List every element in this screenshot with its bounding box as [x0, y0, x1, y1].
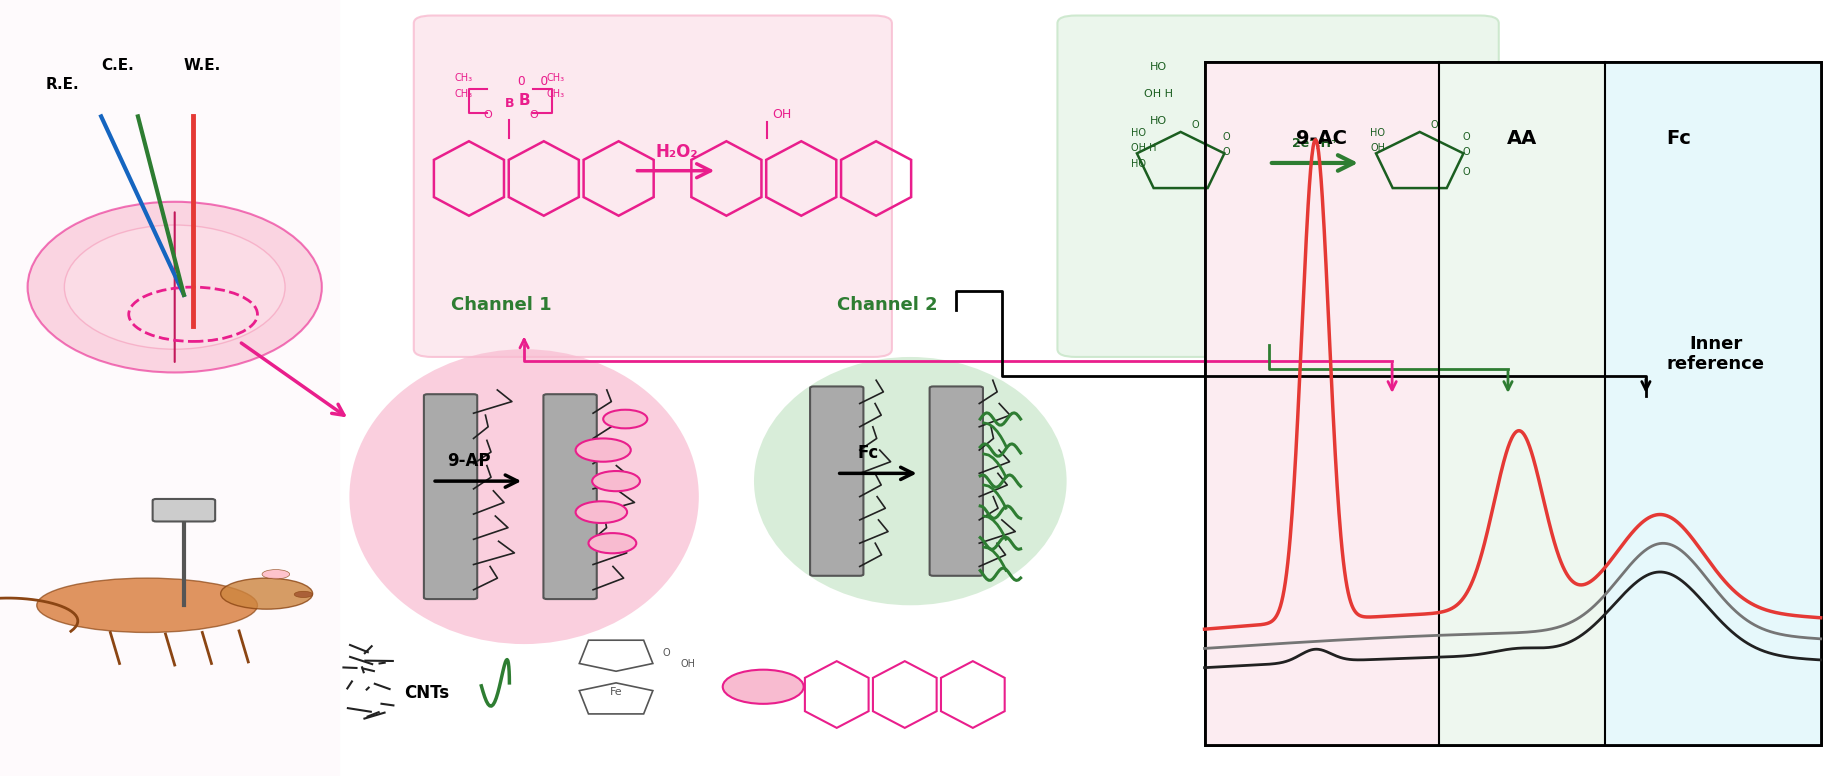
- Text: C.E.: C.E.: [101, 58, 134, 73]
- FancyBboxPatch shape: [153, 499, 215, 521]
- FancyBboxPatch shape: [1438, 62, 1605, 745]
- Ellipse shape: [294, 591, 313, 598]
- Text: OH H: OH H: [1131, 144, 1157, 154]
- Text: 2e⁻,H⁺: 2e⁻,H⁺: [1293, 137, 1337, 151]
- FancyBboxPatch shape: [1057, 16, 1499, 357]
- Text: O: O: [1462, 132, 1469, 142]
- Text: OH: OH: [680, 660, 695, 670]
- Text: 9-AP: 9-AP: [447, 452, 491, 469]
- Text: O: O: [1431, 120, 1438, 130]
- Ellipse shape: [28, 202, 322, 372]
- Text: O: O: [1192, 120, 1199, 130]
- Text: O: O: [1462, 147, 1469, 158]
- FancyBboxPatch shape: [414, 16, 892, 357]
- Text: O: O: [1223, 147, 1230, 158]
- Circle shape: [576, 501, 627, 523]
- Text: O: O: [662, 648, 669, 658]
- Ellipse shape: [261, 570, 289, 579]
- FancyBboxPatch shape: [0, 0, 340, 776]
- Text: HO: HO: [1149, 116, 1168, 126]
- FancyBboxPatch shape: [423, 394, 478, 599]
- FancyBboxPatch shape: [1605, 62, 1821, 745]
- Text: Fc: Fc: [857, 444, 879, 462]
- Text: CH₃: CH₃: [454, 89, 473, 99]
- Text: B: B: [504, 97, 515, 110]
- Text: HO: HO: [1370, 128, 1385, 138]
- Ellipse shape: [754, 357, 1067, 605]
- Circle shape: [588, 533, 636, 553]
- Circle shape: [723, 670, 804, 704]
- Text: H₂O₂: H₂O₂: [655, 143, 699, 161]
- Text: CNTs: CNTs: [405, 684, 451, 702]
- Text: R.E.: R.E.: [46, 78, 79, 92]
- Text: W.E.: W.E.: [184, 58, 221, 73]
- Text: Fc: Fc: [1666, 129, 1692, 148]
- Text: HO: HO: [1131, 128, 1146, 138]
- Text: O: O: [484, 110, 491, 120]
- Text: O: O: [1462, 167, 1469, 177]
- FancyBboxPatch shape: [1205, 62, 1821, 745]
- Ellipse shape: [349, 349, 699, 644]
- Text: OH H: OH H: [1144, 89, 1173, 99]
- FancyBboxPatch shape: [931, 386, 984, 576]
- Text: B: B: [519, 93, 530, 108]
- Text: CH₃: CH₃: [546, 73, 565, 83]
- Text: O  O: O O: [519, 75, 548, 88]
- Text: O: O: [1223, 132, 1230, 142]
- Text: OH: OH: [772, 108, 791, 121]
- Text: 9-AC: 9-AC: [1296, 129, 1348, 148]
- Text: Channel 1: Channel 1: [451, 296, 552, 314]
- Ellipse shape: [221, 578, 313, 609]
- Text: CH₃: CH₃: [454, 73, 473, 83]
- Circle shape: [603, 410, 647, 428]
- FancyBboxPatch shape: [543, 394, 596, 599]
- Text: Channel 2: Channel 2: [837, 296, 938, 314]
- Text: Fe: Fe: [611, 687, 622, 697]
- Text: CH₃: CH₃: [546, 89, 565, 99]
- Circle shape: [592, 471, 640, 491]
- Ellipse shape: [64, 225, 285, 349]
- Text: HO: HO: [1131, 159, 1146, 169]
- Circle shape: [576, 438, 631, 462]
- Text: O: O: [530, 110, 537, 120]
- Ellipse shape: [37, 578, 257, 632]
- Text: OH: OH: [1370, 144, 1385, 154]
- Text: Inner
reference: Inner reference: [1666, 334, 1765, 373]
- Text: AA: AA: [1506, 129, 1537, 148]
- FancyBboxPatch shape: [1205, 62, 1438, 745]
- Text: HO: HO: [1149, 62, 1168, 72]
- FancyBboxPatch shape: [809, 386, 864, 576]
